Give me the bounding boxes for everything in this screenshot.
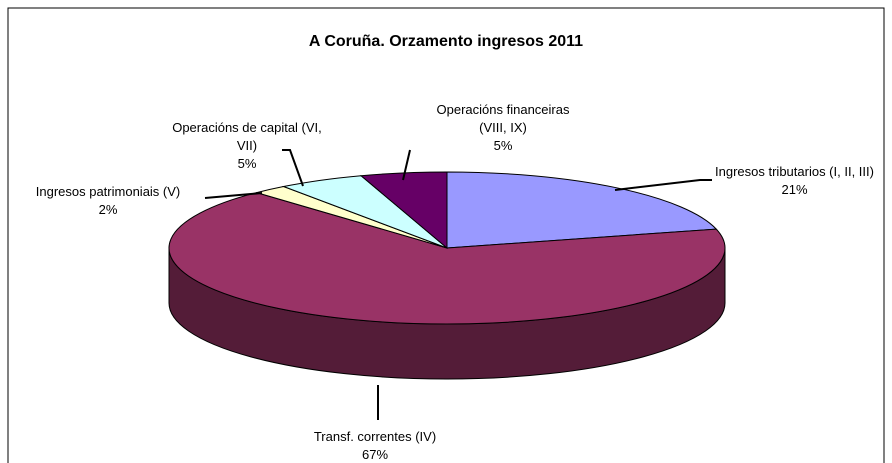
category-label: Operacións de capital (VI, VII) xyxy=(172,120,322,153)
leader-line xyxy=(282,149,304,187)
data-label: Ingresos tributarios (I, II, III) 21% xyxy=(712,163,877,199)
category-label: Operacións financeiras (VIII, IX) xyxy=(436,102,570,135)
category-label: Ingresos patrimoniais (V) xyxy=(35,184,181,199)
value-label: 21% xyxy=(781,182,808,197)
pie xyxy=(168,171,726,380)
value-label: 2% xyxy=(98,202,118,217)
leader-line xyxy=(614,179,712,191)
data-label: Transf. correntes (IV) 67% xyxy=(275,428,475,463)
pie-slice xyxy=(446,171,718,249)
chart-title: A Coruña. Orzamento ingresos 2011 xyxy=(309,33,583,50)
data-label: Operacións de capital (VI, VII) 5% xyxy=(172,119,322,173)
pie-slice xyxy=(359,171,448,250)
data-label: Operacións financeiras (VIII, IX) 5% xyxy=(436,101,570,155)
category-label: Ingresos tributarios (I, II, III) xyxy=(715,164,874,179)
category-label: Transf. correntes (IV) xyxy=(313,429,437,444)
leader-line xyxy=(204,192,263,199)
value-label: 5% xyxy=(493,138,513,153)
pie-slice xyxy=(168,192,726,325)
leader-line xyxy=(402,149,411,181)
data-label: Ingresos patrimoniais (V) 2% xyxy=(33,183,183,219)
value-label: 67% xyxy=(361,447,389,462)
value-label: 5% xyxy=(237,156,257,171)
